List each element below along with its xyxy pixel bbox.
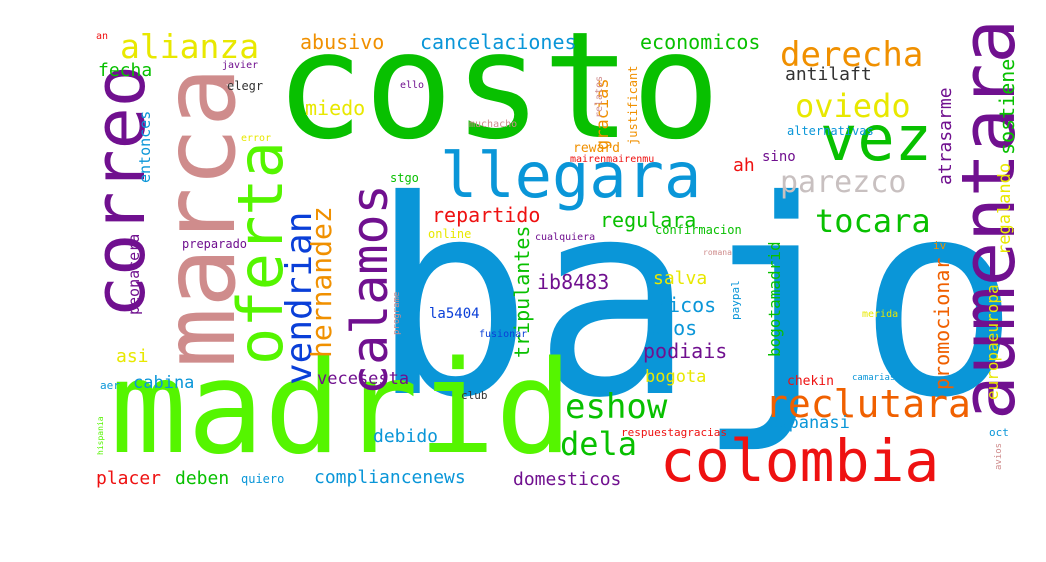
word-asi: asi: [116, 346, 149, 367]
word-promocionar: promocionar: [930, 257, 954, 390]
word-regalando: regalando: [995, 162, 1015, 255]
word-javier: javier: [222, 60, 259, 71]
word-repartido: repartido: [432, 203, 541, 227]
word-quiero: quiero: [241, 472, 285, 486]
word-abusivo: abusivo: [300, 30, 385, 54]
word-bogota: bogota: [645, 367, 707, 387]
word-reward: reward: [573, 141, 620, 156]
word-respuestagracias: respuestagracias: [621, 426, 727, 439]
word-atrasarme: atrasarme: [935, 87, 956, 185]
word-muchacho: muchacho: [469, 119, 518, 130]
word-avios: avios: [994, 442, 1004, 470]
word-cancelaciones: cancelaciones: [420, 30, 577, 54]
word-mairenmairenmu: mairenmairenmu: [570, 154, 655, 165]
word-compliancenews: compliancenews: [314, 467, 466, 488]
word-paypal: paypal: [729, 280, 742, 320]
word-alianza: alianza: [120, 27, 260, 66]
word-chekin: chekin: [787, 374, 834, 389]
word-reclutara: reclutara: [765, 382, 971, 426]
word-oct: oct: [989, 426, 1009, 439]
word-debido: debido: [373, 426, 439, 447]
word-merida: merida: [862, 309, 899, 320]
word-oviedo: oviedo: [795, 87, 911, 125]
word-vez: vez: [820, 102, 932, 175]
word-calamos: calamos: [341, 184, 399, 395]
word-cualquiera: cualquiera: [535, 232, 596, 243]
word-sostiene: sostiene: [995, 58, 1019, 155]
word-ricos: ricos: [656, 293, 717, 317]
word-ptos: ptos: [649, 316, 698, 340]
word-europaeuropa: europaeuropa: [983, 284, 1002, 400]
word-justificant: justificant: [626, 65, 640, 145]
word-programe: programe: [392, 291, 402, 335]
word-iv: iv: [933, 239, 947, 252]
word-ello: ello: [400, 80, 425, 91]
word-eshow: eshow: [565, 387, 668, 427]
word-la5404: la5404: [429, 306, 480, 322]
word-costo: costo: [275, 0, 721, 172]
word-miedo: miedo: [305, 96, 366, 120]
word-an: an: [96, 31, 109, 42]
word-bogotamadrid: bogotamadrid: [765, 241, 784, 357]
word-aer: aer: [100, 379, 120, 392]
word-fusionar: fusionar: [479, 329, 528, 340]
word-stgo: stgo: [390, 171, 419, 185]
word-entonces: entonces: [136, 110, 154, 183]
word-sino: sino: [762, 149, 796, 165]
word-salva: salva: [653, 268, 708, 289]
word-cabina: cabina: [133, 373, 195, 393]
word-ah: ah: [733, 155, 755, 176]
word-parezco: parezco: [780, 165, 907, 200]
word-bajo: bajo: [370, 142, 1021, 457]
word-colombia: colombia: [660, 427, 940, 495]
word-ib8483: ib8483: [537, 270, 610, 294]
word-correo: correo: [79, 65, 161, 318]
word-podiais: podiais: [643, 339, 728, 363]
word-romana: romana: [703, 248, 732, 257]
word-fecha: fecha: [98, 60, 153, 81]
word-camarias: camarias: [852, 373, 896, 383]
word-hernandez: hernandez: [305, 206, 338, 358]
word-club: club: [461, 389, 488, 402]
word-elegr: elegr: [227, 79, 264, 93]
word-domesticos: domesticos: [513, 469, 622, 490]
word-tocara: tocara: [815, 202, 931, 240]
word-dela: dela: [560, 425, 638, 463]
word-antilaft: antilaft: [785, 64, 872, 85]
word-hispania: hispania: [96, 416, 105, 455]
word-vecesesta: vecesesta: [317, 369, 410, 389]
word-derecha: derecha: [780, 35, 924, 75]
word-alternativas: alternativas: [787, 124, 874, 138]
word-placer: placer: [96, 468, 162, 489]
word-espanasi: espanasi: [768, 413, 850, 433]
word-llegara: llegara: [440, 139, 702, 212]
word-regulara: regulara: [600, 208, 697, 232]
word-relatos: relatos: [594, 75, 605, 118]
word-confirmacion: confirmacion: [655, 223, 742, 237]
word-online: online: [428, 227, 472, 241]
word-error: error: [241, 133, 272, 144]
word-madrid: madrid: [110, 334, 573, 483]
word-deben: deben: [175, 468, 230, 489]
word-preparado: preparado: [182, 237, 248, 251]
word-peonacera: peonacera: [125, 233, 143, 315]
word-economicos: economicos: [640, 30, 761, 54]
